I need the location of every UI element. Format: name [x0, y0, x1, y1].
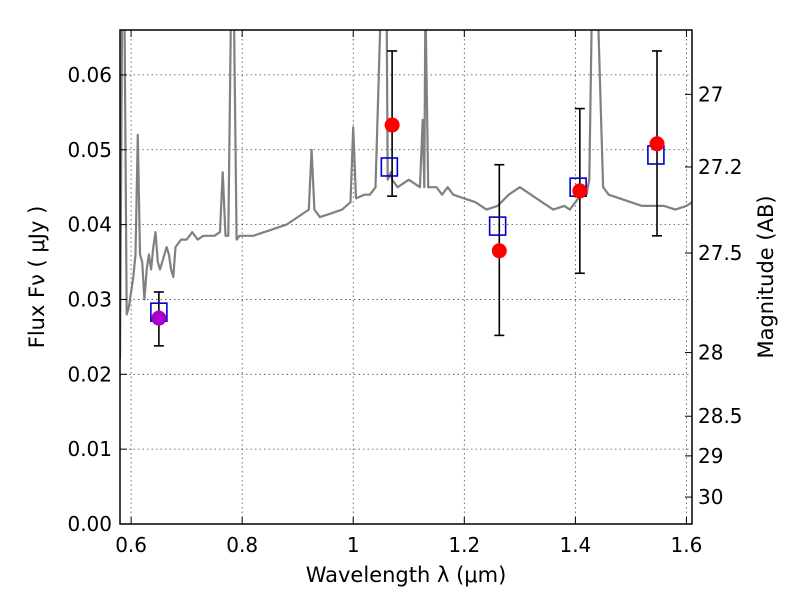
x-tick-label: 1.6 — [671, 533, 703, 557]
model-point — [380, 157, 399, 177]
x-tick-label: 0.6 — [115, 533, 147, 557]
y2-tick-label: 27.2 — [698, 155, 743, 179]
y-tick-label: 0.01 — [67, 437, 112, 461]
observed-point — [384, 117, 400, 133]
y-tick-label: 0.02 — [67, 362, 112, 386]
y2-tick-label: 29 — [698, 444, 723, 468]
plot-area — [120, 30, 692, 360]
y-tick-label: 0.03 — [67, 287, 112, 311]
grid — [120, 30, 692, 525]
y2-tick-label: 28.5 — [698, 404, 743, 428]
ticks: 0.6 0.8 1 1.2 1.4 1.6 0.00 0.01 0.02 0.03 0.04 0.05… — [67, 30, 743, 557]
y2-tick-label: 27 — [698, 82, 723, 106]
observed-point — [491, 243, 507, 259]
x-tick-label: 1 — [347, 533, 360, 557]
y-tick-label: 0.05 — [67, 138, 112, 162]
x-tick-label: 1.4 — [559, 533, 591, 557]
y2-tick-label: 27.5 — [698, 241, 743, 265]
model-spectrum-line — [120, 30, 692, 360]
y2-tick-label: 28 — [698, 341, 723, 365]
x-tick-label: 0.8 — [226, 533, 258, 557]
model-point — [488, 216, 507, 236]
y-axis-label: Flux Fν ( μJy ) — [25, 206, 49, 349]
y-tick-label: 0.04 — [67, 213, 112, 237]
y-tick-label: 0.06 — [67, 63, 112, 87]
y2-axis-label: Magnitude (AB) — [754, 195, 778, 358]
y2-tick-label: 30 — [698, 485, 723, 509]
x-tick-label: 1.2 — [448, 533, 480, 557]
observed-point — [649, 136, 665, 152]
x-axis-label: Wavelength λ (μm) — [306, 563, 507, 587]
observed-point — [151, 310, 167, 326]
observed-point — [572, 183, 588, 199]
y-tick-label: 0.00 — [67, 512, 112, 536]
plot-frame — [119, 29, 693, 525]
